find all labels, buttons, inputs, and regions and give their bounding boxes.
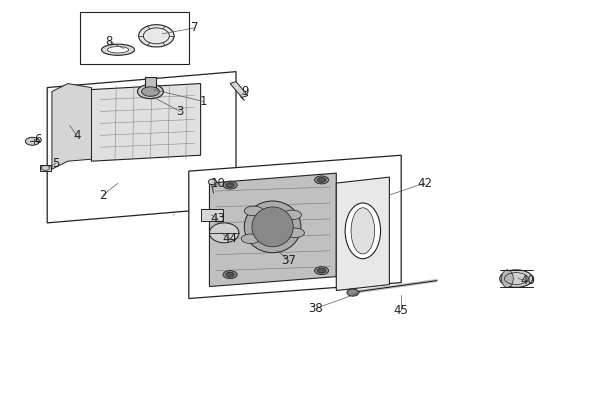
Polygon shape — [230, 82, 248, 98]
Text: 37: 37 — [281, 254, 297, 267]
Ellipse shape — [314, 176, 329, 184]
Ellipse shape — [317, 268, 326, 273]
Polygon shape — [47, 72, 236, 223]
Text: 5: 5 — [53, 157, 60, 170]
Polygon shape — [336, 177, 389, 291]
Text: 43: 43 — [211, 213, 226, 225]
Ellipse shape — [502, 270, 513, 287]
Ellipse shape — [209, 223, 239, 243]
Text: 8: 8 — [106, 35, 113, 48]
Ellipse shape — [107, 47, 129, 53]
Text: 2: 2 — [100, 189, 107, 201]
Text: 38: 38 — [309, 302, 323, 315]
Polygon shape — [52, 84, 91, 169]
Ellipse shape — [317, 178, 326, 182]
Text: 40: 40 — [520, 274, 536, 287]
Bar — [145, 77, 156, 87]
Bar — [201, 209, 223, 221]
Text: 10: 10 — [211, 177, 226, 189]
Ellipse shape — [244, 201, 301, 253]
Text: 3: 3 — [176, 105, 183, 118]
Ellipse shape — [347, 289, 359, 296]
Text: 45: 45 — [394, 304, 409, 317]
Bar — [40, 165, 51, 171]
Ellipse shape — [25, 137, 40, 145]
Text: 4: 4 — [73, 129, 80, 142]
Text: 6: 6 — [35, 133, 42, 146]
Ellipse shape — [226, 272, 234, 277]
Ellipse shape — [223, 271, 237, 279]
Text: 42: 42 — [417, 177, 432, 189]
Text: 9: 9 — [241, 85, 248, 98]
Ellipse shape — [137, 84, 163, 99]
Ellipse shape — [241, 234, 260, 244]
Ellipse shape — [226, 183, 234, 187]
Ellipse shape — [142, 87, 159, 96]
Ellipse shape — [314, 267, 329, 275]
Text: 44: 44 — [222, 232, 238, 245]
Ellipse shape — [244, 206, 263, 216]
Text: eReplacementParts.com: eReplacementParts.com — [137, 198, 358, 216]
Ellipse shape — [223, 181, 237, 189]
Ellipse shape — [351, 208, 375, 254]
Ellipse shape — [139, 25, 174, 47]
Ellipse shape — [345, 203, 381, 259]
Polygon shape — [91, 84, 201, 161]
Bar — [80, 12, 189, 64]
Ellipse shape — [208, 179, 217, 185]
Ellipse shape — [500, 270, 533, 287]
Ellipse shape — [283, 210, 301, 220]
Text: 1: 1 — [200, 95, 207, 108]
Ellipse shape — [286, 228, 304, 238]
Polygon shape — [209, 173, 336, 287]
Ellipse shape — [252, 207, 293, 247]
Ellipse shape — [101, 44, 135, 55]
Text: 7: 7 — [191, 21, 198, 34]
Polygon shape — [189, 155, 401, 298]
